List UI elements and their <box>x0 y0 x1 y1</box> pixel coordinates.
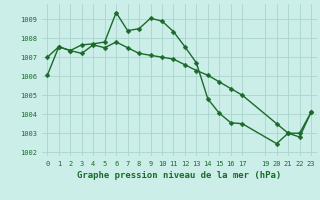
X-axis label: Graphe pression niveau de la mer (hPa): Graphe pression niveau de la mer (hPa) <box>77 171 281 180</box>
